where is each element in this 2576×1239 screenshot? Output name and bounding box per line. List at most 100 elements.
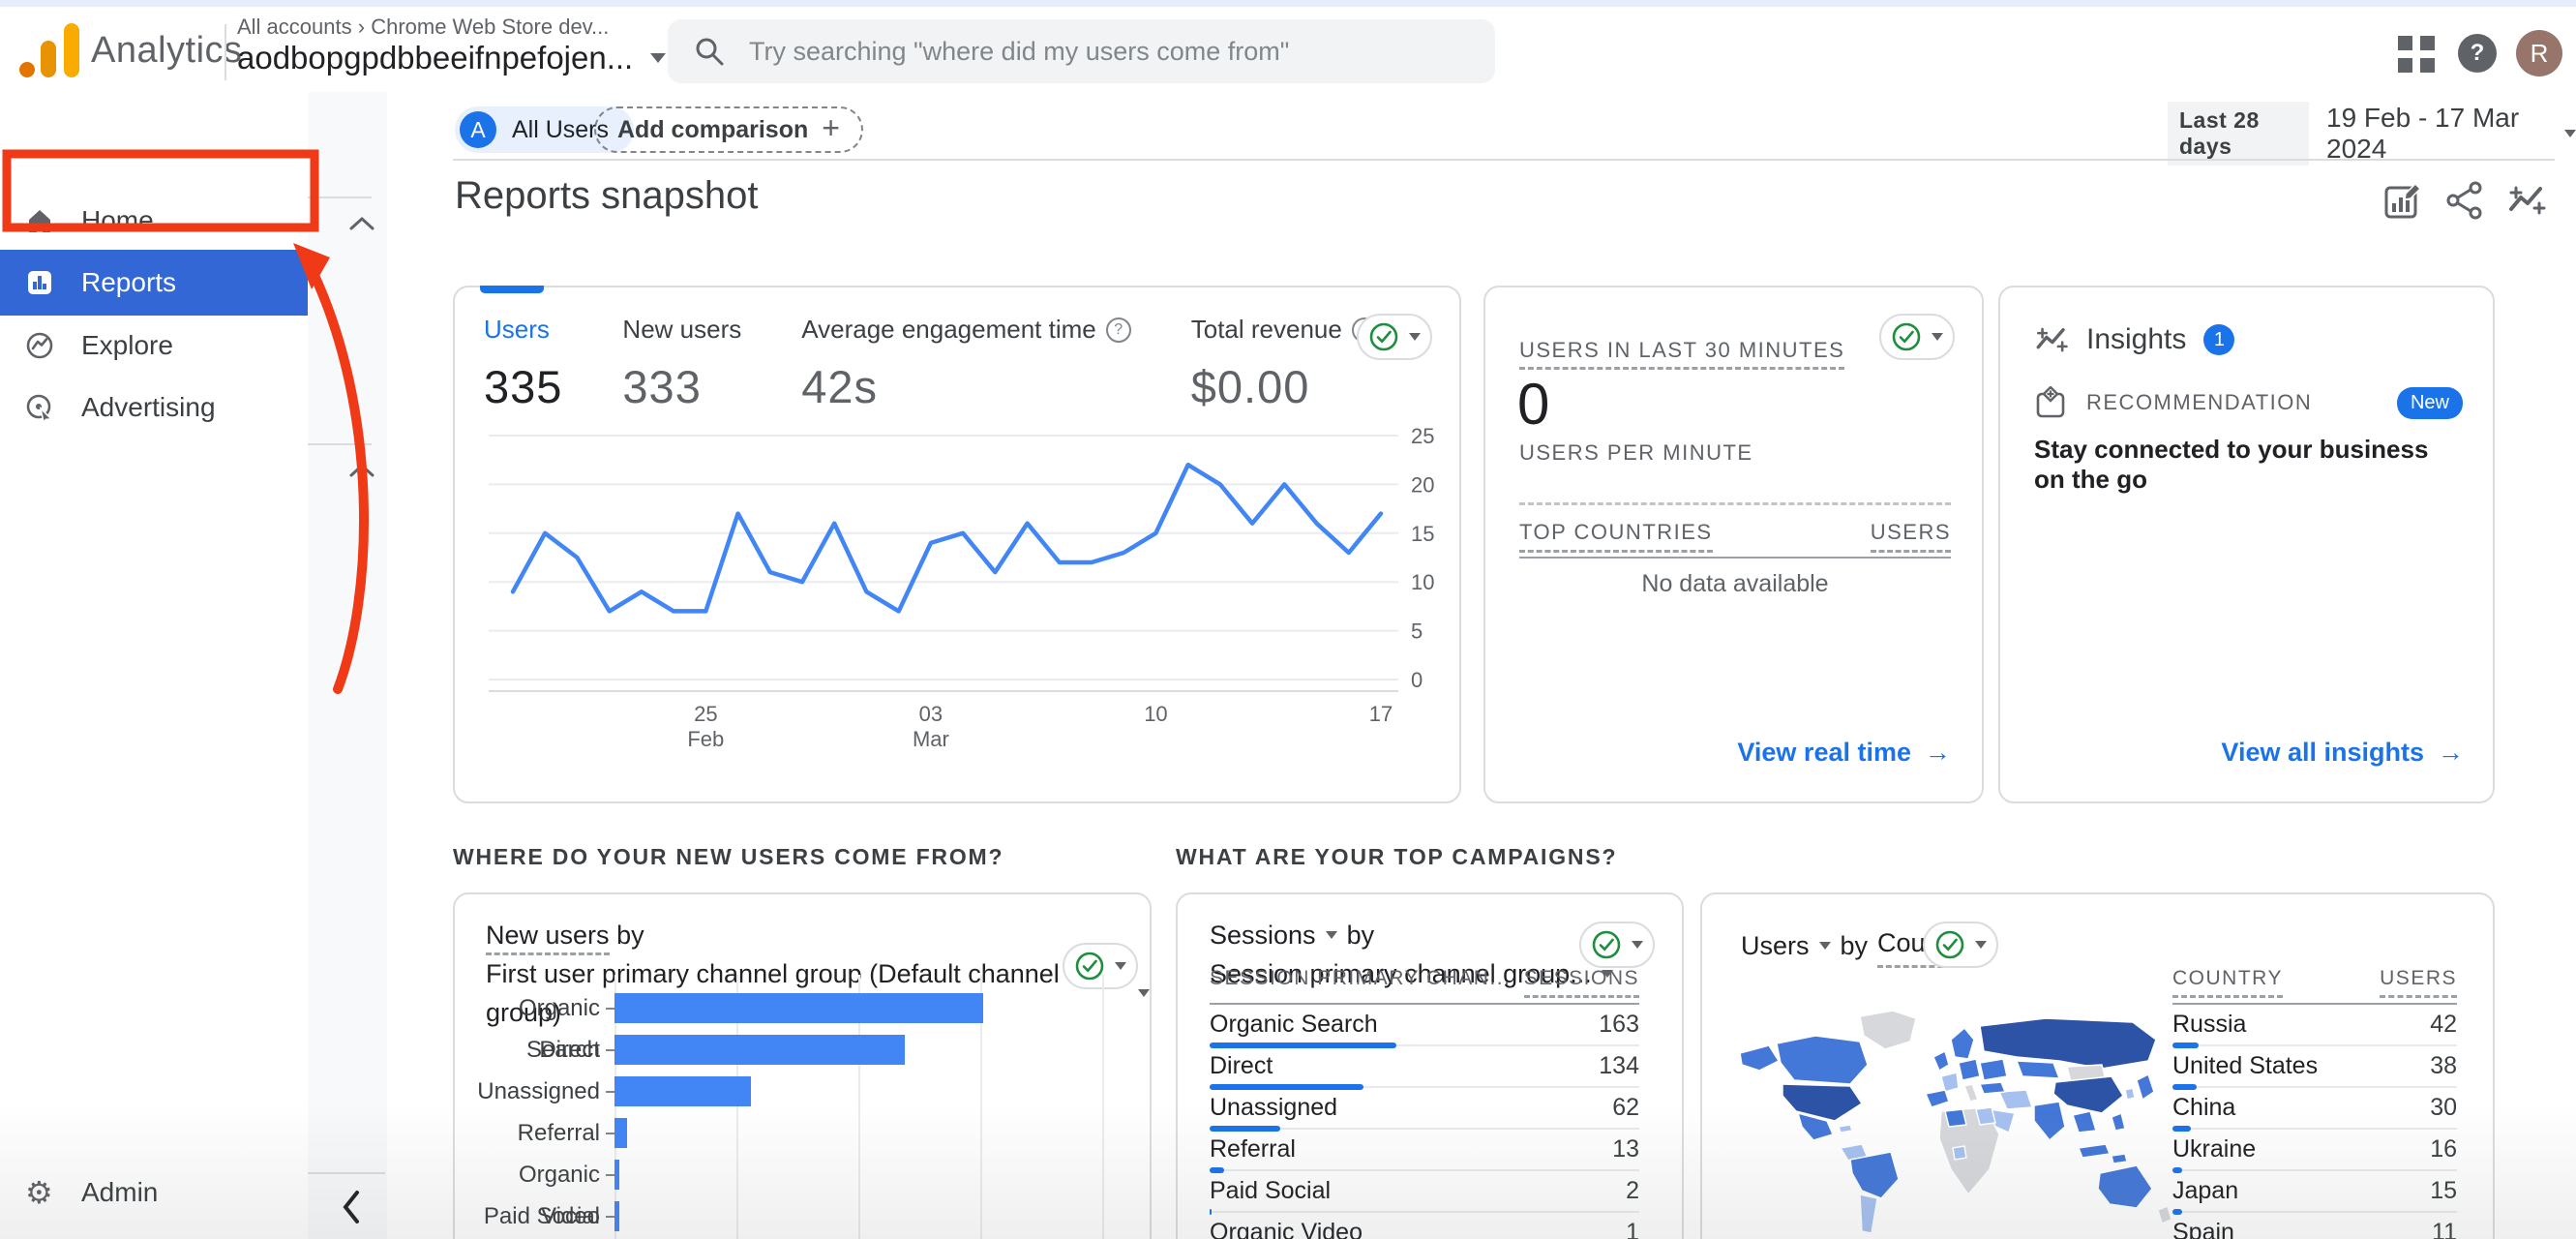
realtime-sparkline-baseline	[1519, 502, 1951, 505]
table-row: China 30	[2172, 1088, 2457, 1132]
app-header: Analytics All accounts › Chrome Web Stor…	[0, 7, 2576, 92]
sidebar-item-label: Explore	[81, 330, 173, 360]
svg-text:20: 20	[1411, 472, 1434, 497]
axis-tick	[606, 1049, 614, 1051]
bar[interactable]	[614, 1035, 905, 1065]
row-bar	[1210, 1209, 1213, 1215]
chevron-down-icon	[1409, 333, 1421, 341]
collapse-nav-icon[interactable]	[341, 1190, 362, 1224]
bar[interactable]	[614, 1160, 620, 1190]
metric-tab-new-users[interactable]: New users 333	[622, 315, 741, 413]
row-value: 134	[1599, 1052, 1639, 1079]
chevron-down-icon	[1818, 942, 1831, 950]
key-metrics-card: Users 335 New users 333 Average engagement t…	[453, 286, 1461, 803]
realtime-users-value: 0	[1517, 372, 1550, 437]
chevron-down-icon	[1601, 970, 1613, 978]
bar-row-unassigned: Unassigned	[455, 1071, 1150, 1112]
no-data-message: No data available	[1641, 570, 1829, 597]
add-comparison-button[interactable]: Add comparison +	[594, 106, 863, 153]
chevron-up-icon[interactable]	[348, 463, 375, 478]
header-divider	[225, 24, 226, 80]
gridline	[614, 975, 616, 1239]
card-dimension[interactable]: Session primary channel group...	[1210, 959, 1592, 988]
search-input[interactable]	[747, 35, 1470, 68]
view-real-time-link[interactable]: View real time →	[1737, 738, 1951, 767]
info-icon[interactable]: ?	[1105, 317, 1131, 343]
data-quality-button[interactable]	[1063, 943, 1138, 989]
bar[interactable]	[614, 1118, 627, 1148]
card-metric[interactable]: Users	[1741, 931, 1810, 960]
axis-tick	[606, 1008, 614, 1010]
segment-label: All Users	[512, 115, 610, 143]
bar[interactable]	[614, 1076, 752, 1106]
insights-icon[interactable]	[2506, 180, 2547, 221]
insights-count-badge: 1	[2203, 324, 2235, 355]
row-bar	[1210, 1167, 1225, 1173]
recommendation-label: RECOMMENDATION	[2086, 390, 2313, 414]
metric-tab-average-engagement-time[interactable]: Average engagement time? 42s	[801, 315, 1131, 413]
share-icon[interactable]	[2444, 180, 2485, 221]
data-quality-button[interactable]	[1879, 314, 1955, 360]
dimension-column-header[interactable]: SESSION PRIMARY CHAN...	[1210, 967, 1512, 989]
bar[interactable]	[614, 993, 983, 1023]
svg-text:Feb: Feb	[687, 727, 724, 751]
check-circle-icon	[1935, 930, 1964, 959]
metric-column-header[interactable]: SESSIONS	[1523, 967, 1639, 998]
data-quality-button[interactable]	[1357, 314, 1432, 360]
chevron-up-icon[interactable]	[348, 216, 375, 231]
view-all-insights-link[interactable]: View all insights →	[2221, 738, 2464, 767]
bar[interactable]	[614, 1201, 620, 1231]
date-range-picker[interactable]: Last 28 days 19 Feb - 17 Mar 2024	[2168, 102, 2576, 166]
sidebar-item-home[interactable]: Home	[0, 190, 308, 252]
data-quality-button[interactable]	[1579, 922, 1655, 968]
world-map	[1739, 1010, 2172, 1234]
sidebar-item-advertising[interactable]: Advertising	[0, 377, 308, 438]
new-badge: New	[2396, 386, 2463, 419]
insights-icon	[2036, 327, 2068, 352]
card-metric[interactable]: New users	[486, 921, 610, 955]
axis-tick	[606, 1091, 614, 1093]
users-column[interactable]: USERS	[1870, 520, 1951, 553]
apps-grid-icon[interactable]	[2398, 36, 2435, 73]
date-range-value: 19 Feb - 17 Mar 2024	[2326, 103, 2520, 164]
metric-column-header[interactable]: USERS	[2380, 967, 2457, 998]
sidebar-item-explore[interactable]: Explore	[0, 315, 308, 377]
metric-tab-users[interactable]: Users 335	[484, 315, 562, 413]
row-value: 16	[2430, 1135, 2457, 1163]
svg-text:10: 10	[1411, 570, 1434, 594]
breadcrumb[interactable]: All accounts › Chrome Web Store dev...	[237, 15, 610, 39]
data-quality-button[interactable]	[1923, 922, 1998, 968]
table-row: Referral 13	[1210, 1130, 1639, 1173]
bar-row-paid-social: Paid Social	[455, 1195, 1150, 1237]
search-bar[interactable]	[668, 19, 1495, 83]
table-row: Spain 11	[2172, 1213, 2457, 1239]
top-countries-column[interactable]: TOP COUNTRIES	[1519, 520, 1713, 553]
bar-label: Organic Video	[518, 1162, 600, 1229]
card-metric[interactable]: Sessions	[1210, 921, 1316, 950]
metric-value: 333	[622, 361, 702, 412]
avatar[interactable]: R	[2516, 30, 2562, 76]
row-bar	[2172, 1084, 2197, 1090]
property-switcher[interactable]: aodbopgpdbbeeifnpefojen...	[237, 40, 667, 76]
svg-text:10: 10	[1144, 702, 1167, 726]
dimension-column-header[interactable]: COUNTRY	[2172, 967, 2283, 998]
row-label: Japan	[2172, 1177, 2239, 1204]
help-icon[interactable]: ?	[2458, 34, 2497, 73]
sidebar-item-reports[interactable]: Reports	[0, 250, 308, 316]
sidebar-item-label: Home	[81, 205, 154, 235]
insight-message[interactable]: Stay connected to your business on the g…	[2034, 435, 2429, 494]
analytics-logo-icon[interactable]	[17, 19, 85, 79]
bar-label: Direct	[539, 1037, 600, 1063]
customize-report-icon[interactable]	[2382, 180, 2423, 221]
row-label: United States	[2172, 1052, 2319, 1079]
sidebar-item-admin[interactable]: ⚙ Admin	[0, 1162, 308, 1224]
segment-avatar: A	[460, 111, 496, 148]
row-divider	[1210, 1209, 1639, 1215]
users-per-minute-label: USERS PER MINUTE	[1519, 440, 1753, 465]
row-divider	[2172, 1167, 2457, 1173]
card-dimension[interactable]: First user primary channel group (Defaul…	[486, 959, 1060, 1027]
metric-tab-total-revenue[interactable]: Total revenue?$0.00	[1191, 315, 1377, 413]
arrow-right-icon: →	[2438, 738, 2464, 767]
chevron-down-icon	[1115, 962, 1126, 970]
bar-row-referral: Referral	[455, 1112, 1150, 1154]
